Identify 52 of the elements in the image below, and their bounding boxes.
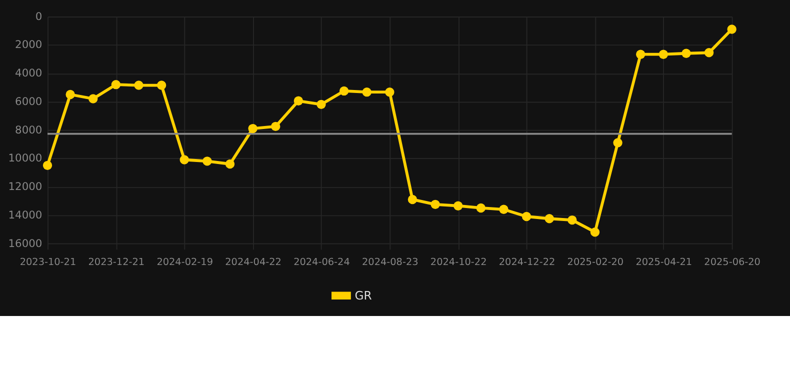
x-tick-label: 2024-08-23: [362, 257, 418, 268]
point: [613, 138, 622, 148]
y-tick-label: 2000: [15, 38, 42, 52]
point: [339, 86, 349, 96]
point: [430, 200, 440, 210]
y-tick-label: 8000: [15, 123, 42, 136]
point: [408, 194, 418, 204]
y-tick-label: 0: [35, 10, 42, 23]
point: [66, 90, 75, 100]
x-tick-label: 2023-10-21: [20, 257, 76, 268]
point: [476, 203, 486, 213]
point: [316, 100, 326, 110]
y-tick-label: 14000: [8, 208, 42, 222]
x-tick-label: 2023-12-21: [88, 257, 145, 268]
point: [134, 80, 144, 90]
point: [180, 155, 189, 164]
x-tick-label: 2025-06-20: [704, 257, 760, 268]
point: [636, 50, 646, 59]
x-tick-label: 2025-02-20: [567, 257, 624, 268]
point: [704, 48, 714, 58]
point: [454, 201, 463, 210]
x-tick-label: 2024-10-22: [430, 257, 487, 268]
point: [658, 50, 668, 59]
point: [499, 204, 508, 214]
y-tick-label: 16000: [8, 236, 42, 250]
point: [385, 87, 394, 97]
point: [88, 94, 98, 104]
point: [225, 159, 235, 169]
x-tick-label: 2024-02-19: [156, 257, 214, 268]
y-tick-label: 4000: [15, 66, 42, 80]
point: [568, 215, 577, 225]
point: [727, 24, 736, 34]
point: [522, 212, 532, 222]
point: [42, 160, 52, 170]
legend-label: GR: [354, 288, 372, 303]
point: [202, 156, 212, 166]
y-tick-label: 6000: [15, 94, 42, 108]
point: [362, 87, 372, 97]
x-tick-label: 2024-04-22: [225, 257, 282, 268]
point: [544, 214, 554, 224]
point: [271, 122, 280, 132]
point: [111, 80, 121, 90]
x-tick-label: 2025-04-21: [636, 257, 692, 268]
point: [248, 124, 258, 134]
y-tick-label: 12000: [8, 180, 42, 194]
point: [294, 96, 304, 106]
y-tick-label: 10000: [8, 152, 42, 165]
x-tick-label: 2024-12-22: [498, 257, 556, 268]
x-tick-label: 2024-06-24: [294, 257, 350, 268]
point: [156, 80, 166, 90]
point: [590, 228, 600, 237]
point: [682, 48, 691, 58]
